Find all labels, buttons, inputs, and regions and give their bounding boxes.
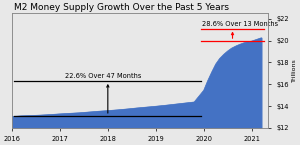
Text: 22.6% Over 47 Months: 22.6% Over 47 Months [65,73,141,79]
Y-axis label: Trillions: Trillions [292,59,296,83]
Text: 28.6% Over 13 Months: 28.6% Over 13 Months [202,21,278,27]
Text: M2 Money Supply Growth Over the Past 5 Years: M2 Money Supply Growth Over the Past 5 Y… [14,3,230,12]
